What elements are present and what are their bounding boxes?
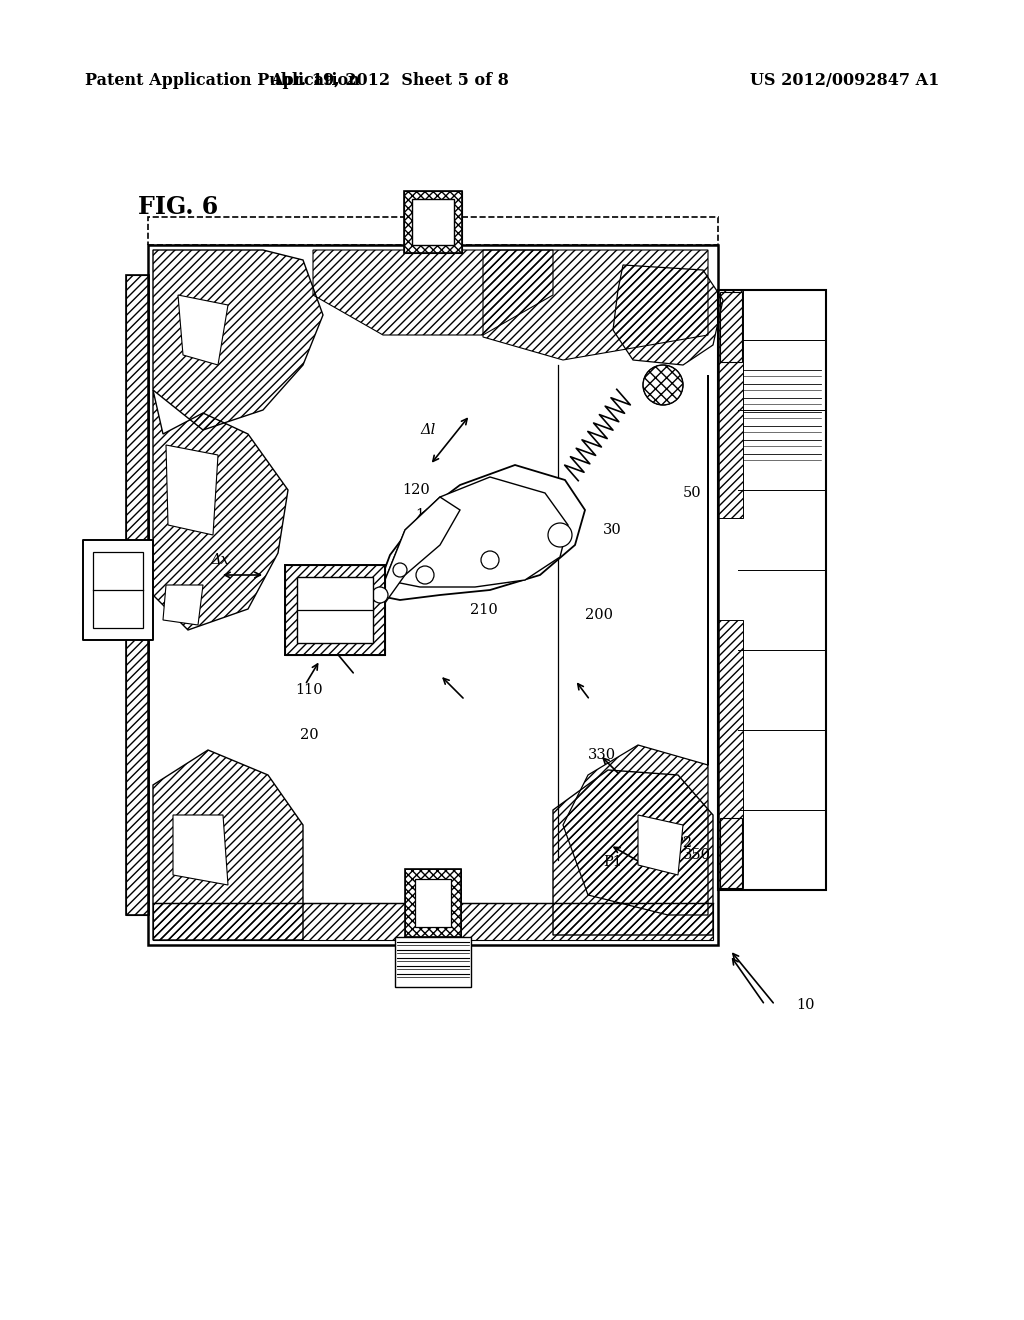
Bar <box>720 818 742 888</box>
Text: 10: 10 <box>796 998 814 1012</box>
Polygon shape <box>365 498 460 610</box>
Text: 320: 320 <box>738 293 766 308</box>
Bar <box>406 869 461 937</box>
Bar <box>148 216 718 246</box>
Text: 20: 20 <box>300 729 318 742</box>
Circle shape <box>372 587 388 603</box>
Polygon shape <box>638 814 683 875</box>
Text: 100: 100 <box>415 508 442 521</box>
Text: 120: 120 <box>402 483 430 498</box>
Bar <box>297 577 373 643</box>
Text: 90: 90 <box>375 568 393 582</box>
Polygon shape <box>385 477 568 587</box>
Text: FIG. 6: FIG. 6 <box>138 195 218 219</box>
Text: 60: 60 <box>350 568 369 582</box>
Text: 40: 40 <box>88 593 106 607</box>
Text: US 2012/0092847 A1: US 2012/0092847 A1 <box>750 73 939 88</box>
Bar <box>720 292 742 362</box>
Bar <box>83 540 153 640</box>
Bar <box>404 191 462 253</box>
Text: 350: 350 <box>683 847 711 862</box>
Text: 210: 210 <box>470 603 498 616</box>
Circle shape <box>481 550 499 569</box>
Bar <box>285 565 385 655</box>
Bar <box>412 199 454 246</box>
Text: Patent Application Publication: Patent Application Publication <box>85 73 359 88</box>
Bar <box>718 290 826 890</box>
Circle shape <box>393 564 407 577</box>
Text: 30: 30 <box>603 523 622 537</box>
Polygon shape <box>178 294 228 366</box>
Bar <box>395 937 471 987</box>
Polygon shape <box>173 814 228 884</box>
Circle shape <box>548 523 572 546</box>
Polygon shape <box>375 465 585 601</box>
Bar <box>93 552 143 628</box>
Text: P1: P1 <box>603 855 622 869</box>
Text: Δl: Δl <box>420 422 435 437</box>
Bar <box>415 879 451 927</box>
Polygon shape <box>163 585 203 624</box>
Text: Δx: Δx <box>210 553 229 568</box>
Polygon shape <box>166 445 218 535</box>
Circle shape <box>416 566 434 583</box>
Text: Apr. 19, 2012  Sheet 5 of 8: Apr. 19, 2012 Sheet 5 of 8 <box>270 73 509 88</box>
Circle shape <box>643 366 683 405</box>
Text: 110: 110 <box>295 682 323 697</box>
Text: 50: 50 <box>683 486 701 500</box>
Text: P2: P2 <box>673 836 692 850</box>
Text: 330: 330 <box>588 748 616 762</box>
Text: 200: 200 <box>585 609 613 622</box>
Bar <box>148 246 718 945</box>
Bar <box>126 275 150 915</box>
